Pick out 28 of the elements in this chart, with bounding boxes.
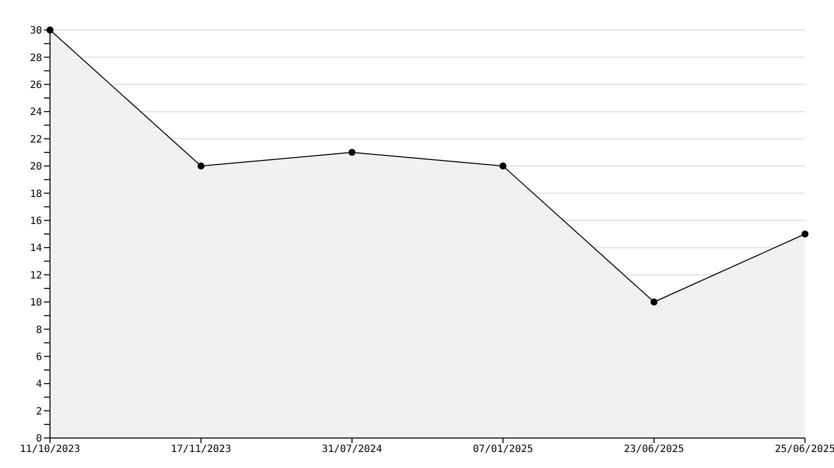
- y-tick-label: 10: [30, 298, 42, 309]
- y-tick-label: 0: [36, 434, 42, 445]
- point: [198, 162, 204, 170]
- x-tick-label: 17/11/2023: [170, 444, 232, 456]
- y-tick-label: 6: [36, 352, 42, 363]
- point: [348, 148, 356, 156]
- x-tick-label: 25/06/2025: [774, 444, 834, 456]
- point: [46, 26, 54, 34]
- y-tick-label: 12: [30, 270, 42, 282]
- y-tick-label: 2: [36, 406, 42, 418]
- y-tick-label: 4: [36, 379, 42, 390]
- x-tick-label: 23/06/2025: [624, 444, 684, 456]
- y-tick-label: 14: [30, 243, 42, 254]
- y-tick-label: 20: [30, 162, 42, 173]
- y-tick-label: 30: [30, 26, 42, 37]
- y-tick-label: 16: [30, 216, 42, 227]
- x-tick-label: 11/10/2023: [20, 444, 80, 456]
- x-tick-label: 07/01/2025: [472, 444, 534, 456]
- y-tick-label: 8: [36, 324, 42, 336]
- x-tick-label: 31/07/2024: [322, 444, 382, 456]
- point: [500, 162, 506, 170]
- y-tick-label: 26: [30, 80, 42, 91]
- y-tick-label: 24: [30, 107, 42, 118]
- y-tick-label: 22: [30, 134, 42, 146]
- y-tick-label: 18: [30, 188, 42, 200]
- point: [650, 298, 658, 306]
- point: [802, 230, 808, 238]
- y-tick-label: 28: [30, 52, 42, 64]
